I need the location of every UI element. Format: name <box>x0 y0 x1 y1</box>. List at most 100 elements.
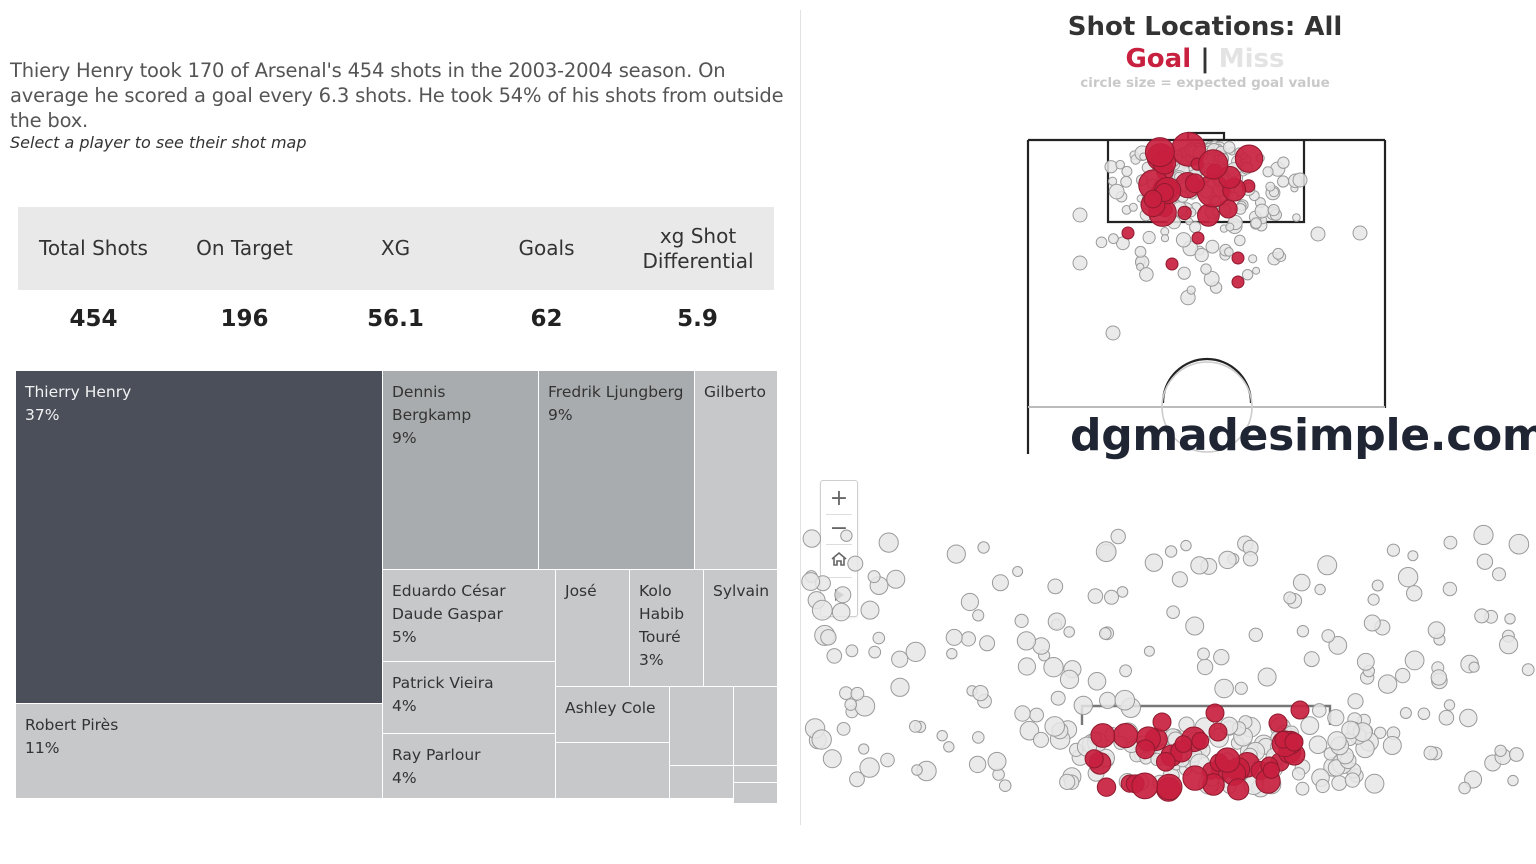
treemap-tile-jose[interactable]: José <box>555 569 630 687</box>
miss-marker <box>1423 745 1438 761</box>
zoom-in-button[interactable]: + <box>829 486 849 511</box>
treemap-tile-minor-3[interactable] <box>555 742 670 799</box>
miss-marker <box>1200 263 1212 275</box>
miss-marker <box>1033 731 1049 748</box>
goal-marker <box>1208 722 1228 742</box>
kpi-header-xg: XG <box>380 236 411 260</box>
miss-marker <box>1072 255 1088 271</box>
miss-marker <box>1189 221 1202 234</box>
miss-marker <box>1134 245 1147 258</box>
miss-marker <box>1160 234 1170 243</box>
goal-marker <box>1143 189 1163 209</box>
treemap-tile-ashley-cole[interactable]: Ashley Cole <box>555 686 670 743</box>
miss-marker <box>936 730 948 742</box>
treemap-tile-gilberto[interactable]: Gilberto <box>694 370 778 570</box>
miss-marker <box>1044 716 1065 737</box>
goal-marker <box>1268 713 1288 733</box>
treemap-tile-minor-2[interactable] <box>733 686 778 766</box>
miss-marker <box>1029 707 1045 723</box>
tile-player-name: Kolo Habib Touré <box>639 582 685 646</box>
treemap-tile-dennis-bergkamp[interactable]: Dennis Bergkamp 9% <box>382 370 539 570</box>
shotmap-zoomed-detail[interactable] <box>800 520 1536 810</box>
miss-marker <box>1327 709 1345 727</box>
miss-marker <box>1328 636 1348 655</box>
goal-marker <box>1205 703 1225 723</box>
treemap-tile-robert-pires[interactable]: Robert Pirès 11% <box>15 703 383 799</box>
miss-marker <box>987 751 1007 771</box>
miss-marker <box>1341 720 1360 740</box>
miss-marker <box>858 743 870 755</box>
goal-marker <box>1182 765 1208 791</box>
treemap-tile-patrick-vieira[interactable]: Patrick Vieira 4% <box>382 661 556 734</box>
miss-marker <box>1272 247 1285 260</box>
treemap-tile-thierry-henry[interactable]: Thierry Henry 37% <box>15 370 383 704</box>
miss-marker <box>844 698 858 711</box>
miss-marker <box>1347 693 1364 710</box>
goal-marker <box>1234 144 1264 173</box>
miss-marker <box>1016 631 1036 651</box>
miss-marker <box>991 574 1009 592</box>
treemap-tile-sylvain[interactable]: Sylvain <box>703 569 778 687</box>
legend-goal[interactable]: Goal <box>1125 44 1192 74</box>
miss-marker <box>1139 267 1154 282</box>
miss-marker <box>1296 625 1310 638</box>
miss-marker <box>1494 744 1507 758</box>
legend-note: circle size = expected goal value <box>1080 75 1330 91</box>
miss-marker <box>1315 778 1330 794</box>
legend-miss[interactable]: Miss <box>1218 44 1285 74</box>
miss-marker <box>905 641 926 662</box>
miss-marker <box>1014 613 1029 629</box>
miss-marker <box>1443 535 1458 550</box>
treemap-tile-fredrik-ljungberg[interactable]: Fredrik Ljungberg 9% <box>538 370 695 570</box>
kpi-value-on-target: 196 <box>220 306 269 332</box>
miss-marker <box>840 529 853 542</box>
miss-marker <box>960 592 979 612</box>
miss-marker <box>1430 669 1447 686</box>
goal-marker <box>1090 723 1116 748</box>
miss-marker <box>1197 647 1210 661</box>
miss-marker <box>1248 627 1263 643</box>
miss-marker <box>1164 545 1178 558</box>
treemap-tile-ray-parlour[interactable]: Ray Parlour 4% <box>382 733 556 799</box>
miss-marker <box>1292 213 1301 222</box>
miss-marker <box>1303 651 1320 668</box>
miss-marker <box>1234 234 1246 247</box>
tile-player-name: Fredrik Ljungberg <box>548 383 684 401</box>
miss-marker <box>802 529 821 548</box>
miss-marker <box>972 685 989 702</box>
treemap-tile-minor-4[interactable] <box>669 765 734 799</box>
miss-marker <box>1417 707 1431 721</box>
shotmap-legend: Goal | Miss <box>1000 44 1410 74</box>
miss-marker <box>1292 172 1308 188</box>
goal-marker <box>1155 773 1183 801</box>
treemap-tile-eduardo[interactable]: Eduardo César Daude Gaspar 5% <box>382 569 556 662</box>
miss-marker <box>1331 775 1348 791</box>
tile-player-name: Dennis Bergkamp <box>392 383 472 424</box>
miss-marker <box>911 764 923 776</box>
goal-marker <box>1197 203 1220 227</box>
treemap-tile-kolo-toure[interactable]: Kolo Habib Touré 3% <box>629 569 704 687</box>
miss-marker <box>1250 217 1262 229</box>
goal-marker <box>1227 778 1250 801</box>
miss-marker <box>867 570 881 584</box>
miss-marker <box>1142 230 1156 245</box>
miss-marker <box>1095 236 1108 249</box>
miss-marker <box>1047 612 1066 631</box>
miss-marker <box>850 686 865 701</box>
miss-marker <box>1186 285 1196 295</box>
miss-marker <box>1171 571 1188 588</box>
miss-marker <box>801 572 821 591</box>
miss-marker <box>1222 141 1236 154</box>
home-icon[interactable] <box>821 544 857 573</box>
miss-marker <box>1166 605 1180 619</box>
miss-marker <box>1327 731 1347 751</box>
treemap-tile-minor-1[interactable] <box>669 686 734 766</box>
shotmap-pitch-top[interactable] <box>1020 128 1392 458</box>
miss-marker <box>1277 156 1290 169</box>
miss-marker <box>1043 657 1064 678</box>
treemap-tile-minor-6[interactable] <box>733 782 778 804</box>
miss-marker <box>945 628 963 646</box>
miss-marker <box>1459 708 1478 728</box>
miss-marker <box>1321 629 1336 643</box>
miss-marker <box>1116 586 1129 598</box>
